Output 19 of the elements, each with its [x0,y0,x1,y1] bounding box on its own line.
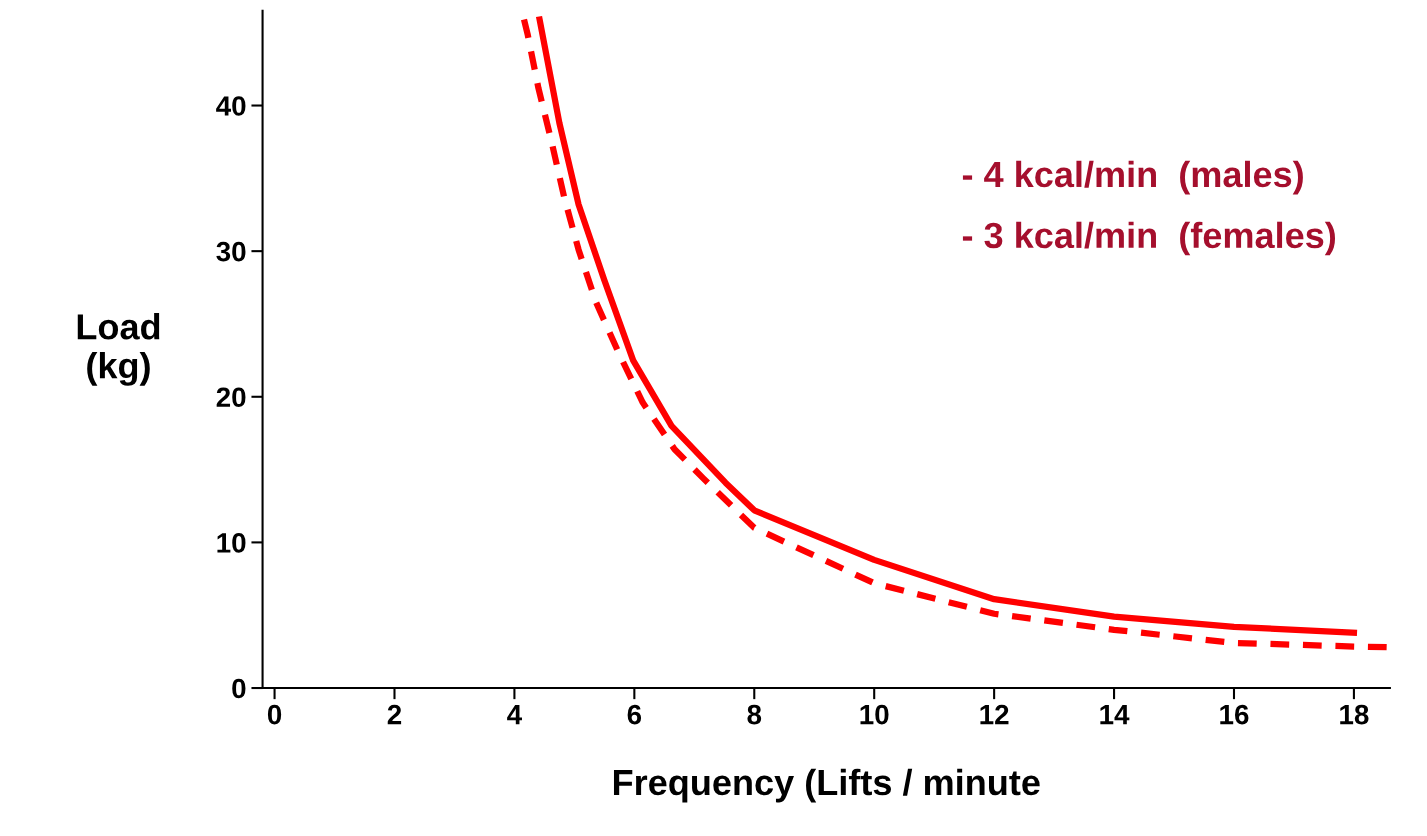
y-tick-label: 40 [216,96,246,116]
x-tick-label: 18 [1340,704,1369,725]
x-tick-label: 14 [1100,705,1130,725]
x-tick-label: 0 [267,704,282,725]
y-axis-title: Load (kg) [77,313,160,386]
x-tick-label: 10 [860,704,889,725]
y-tick-label: 0 [232,678,246,699]
x-tick-label: 16 [1220,704,1249,725]
x-tick-label: 6 [627,704,642,725]
x-tick-label: 4 [507,705,522,725]
annotation: - 4 kcal/min (males) [962,160,1303,195]
y-tick-label: 10 [217,533,246,553]
annotation: - 3 kcal/min (females) [962,221,1336,256]
x-tick-label: 8 [747,704,762,725]
y-tick-label: 20 [216,387,246,408]
y-tick-label: 30 [216,241,246,262]
x-axis-title: Frequency (Lifts / minute [613,768,1040,803]
x-tick-label: 2 [387,704,402,725]
x-tick-label: 12 [980,704,1009,725]
